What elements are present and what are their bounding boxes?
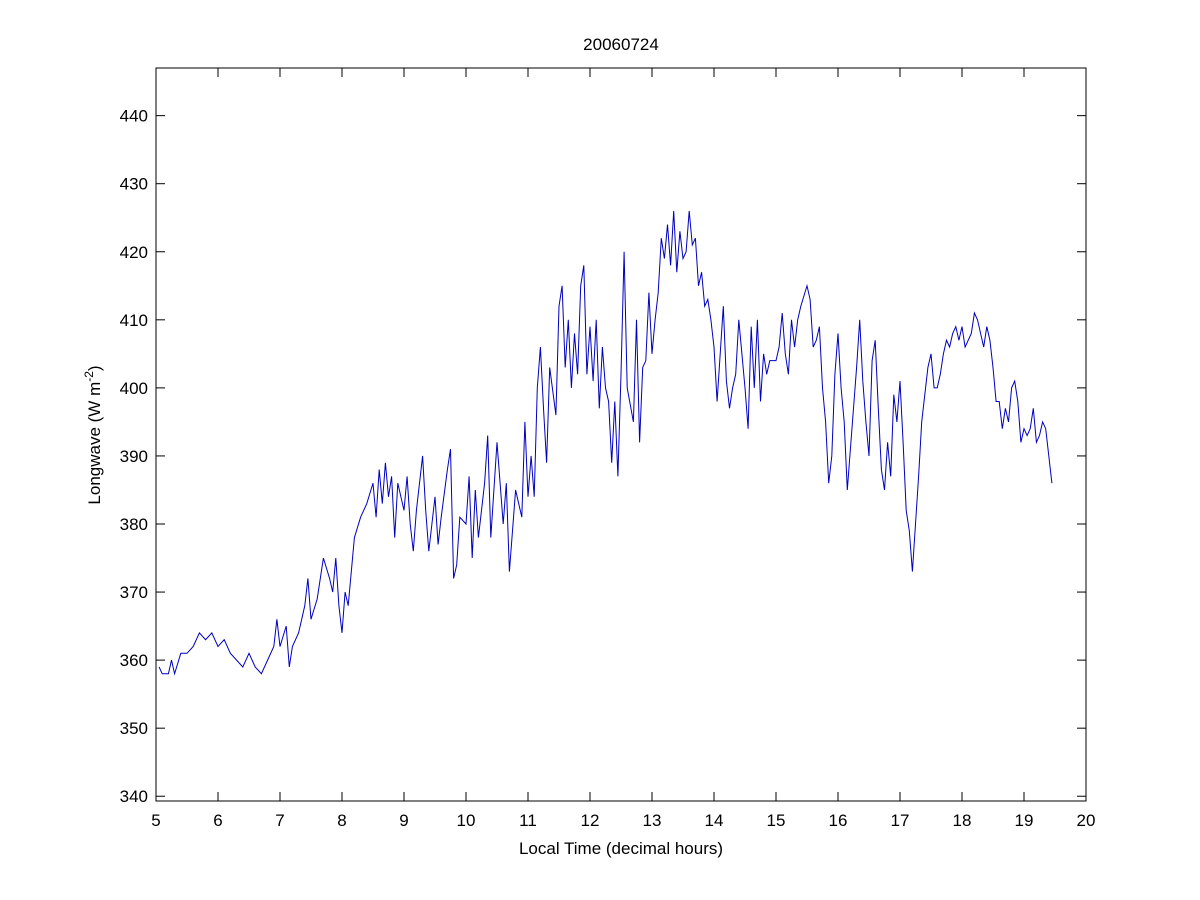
- y-tick-label: 350: [120, 719, 148, 738]
- y-axis-label: Longwave (W m-2): [82, 365, 104, 504]
- y-tick-label: 390: [120, 447, 148, 466]
- y-tick-label: 420: [120, 243, 148, 262]
- x-tick-label: 18: [953, 811, 972, 830]
- y-tick-label: 340: [120, 787, 148, 806]
- x-tick-label: 15: [767, 811, 786, 830]
- x-tick-label: 14: [705, 811, 724, 830]
- y-tick-label: 410: [120, 311, 148, 330]
- x-tick-label: 17: [891, 811, 910, 830]
- x-tick-label: 6: [213, 811, 222, 830]
- x-axis-label: Local Time (decimal hours): [519, 839, 723, 858]
- y-label-text: Longwave (W m: [85, 382, 104, 505]
- x-tick-label: 13: [643, 811, 662, 830]
- x-tick-label: 16: [829, 811, 848, 830]
- x-tick-label: 11: [519, 811, 537, 830]
- y-tick-label: 430: [120, 175, 148, 194]
- y-tick-label: 440: [120, 107, 148, 126]
- y-tick-label: 400: [120, 379, 148, 398]
- y-label-sup: -2: [82, 371, 96, 382]
- axes-box: [155, 67, 1087, 802]
- y-tick-label: 370: [120, 583, 148, 602]
- x-tick-label: 5: [151, 811, 160, 830]
- x-tick-label: 20: [1077, 811, 1096, 830]
- chart-title: 20060724: [583, 35, 659, 54]
- x-tick-label: 12: [581, 811, 600, 830]
- x-tick-label: 9: [399, 811, 408, 830]
- x-tick-label: 10: [457, 811, 476, 830]
- x-tick-label: 8: [337, 811, 346, 830]
- y-tick-label: 360: [120, 651, 148, 670]
- data-line: [158, 210, 1053, 676]
- x-tick-label: 7: [275, 811, 284, 830]
- y-tick-label: 380: [120, 515, 148, 534]
- y-label-end: ): [85, 365, 104, 371]
- x-tick-label: 19: [1015, 811, 1034, 830]
